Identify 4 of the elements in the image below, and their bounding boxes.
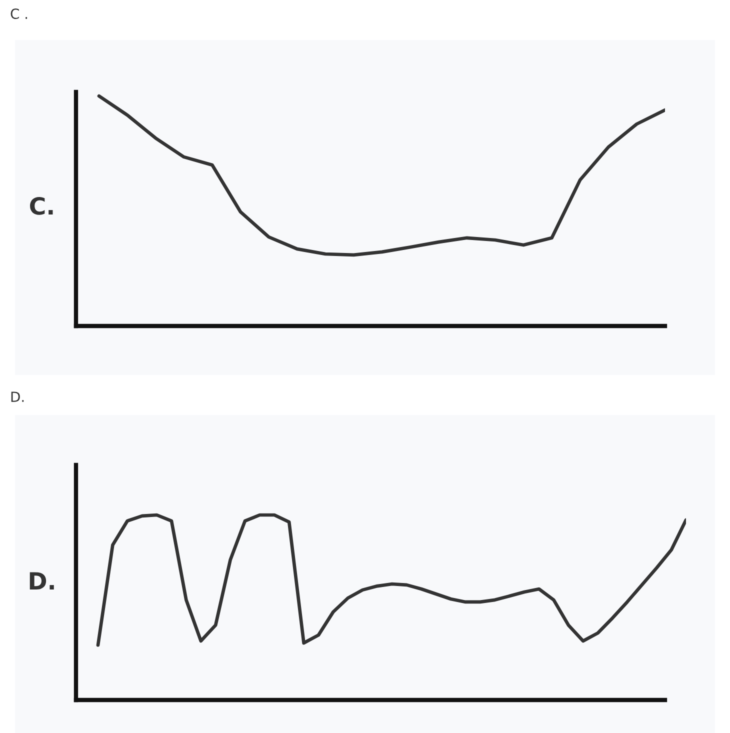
y-axis-title: D. <box>30 572 54 590</box>
chart-title: C . <box>10 8 28 20</box>
y-axis-title: C. <box>30 196 53 215</box>
chart-title: D. <box>11 392 24 402</box>
